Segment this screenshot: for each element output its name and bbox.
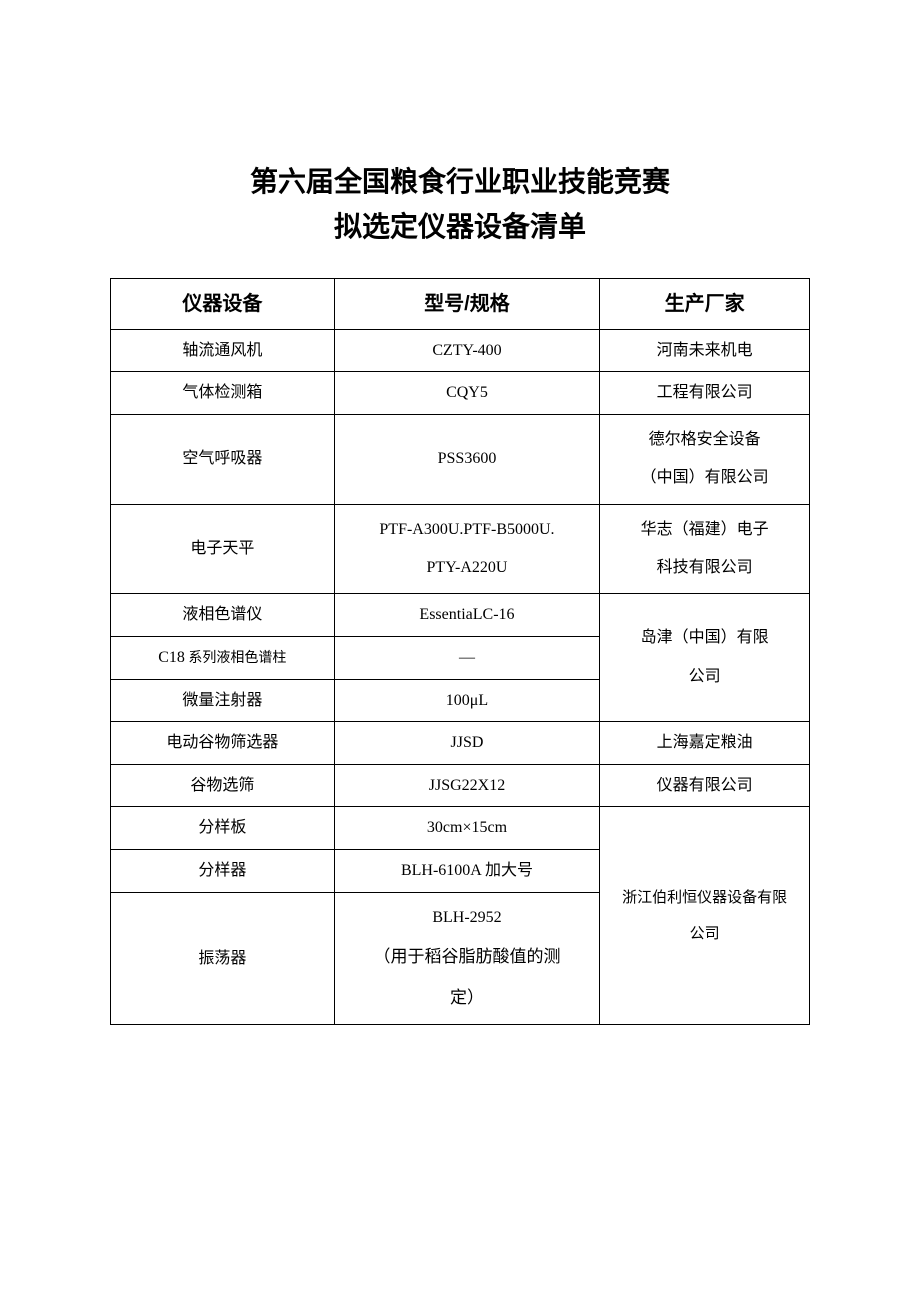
cell-equipment: 微量注射器 xyxy=(111,679,335,722)
title-line-2: 拟选定仪器设备清单 xyxy=(110,205,810,250)
mfr-line: 公司 xyxy=(600,658,809,696)
mfr-line: （中国）有限公司 xyxy=(600,459,809,497)
cell-equipment: 分样板 xyxy=(111,807,335,850)
model-line: 定） xyxy=(335,978,600,1019)
table-row: 谷物选筛 JJSG22X12 仪器有限公司 xyxy=(111,764,810,807)
mfr-line: 德尔格安全设备 xyxy=(600,421,809,459)
mfr-line: 科技有限公司 xyxy=(600,549,809,587)
cell-equipment: C18 系列液相色谱柱 xyxy=(111,636,335,679)
equip-text-a: C18 xyxy=(158,649,185,666)
document-title: 第六届全国粮食行业职业技能竞赛 拟选定仪器设备清单 xyxy=(110,160,810,250)
model-line: PTF-A300U.PTF-B5000U. xyxy=(335,511,600,549)
table-header-row: 仪器设备 型号/规格 生产厂家 xyxy=(111,278,810,329)
cell-manufacturer: 河南未来机电 xyxy=(600,329,810,372)
model-line: PTY-A220U xyxy=(335,549,600,587)
cell-model: 100μL xyxy=(334,679,600,722)
cell-model: CQY5 xyxy=(334,372,600,415)
mfr-line: 公司 xyxy=(600,916,809,952)
cell-model: PTF-A300U.PTF-B5000U. PTY-A220U xyxy=(334,504,600,594)
header-model: 型号/规格 xyxy=(334,278,600,329)
table-row: 电子天平 PTF-A300U.PTF-B5000U. PTY-A220U 华志（… xyxy=(111,504,810,594)
cell-manufacturer: 浙江伯利恒仪器设备有限 公司 xyxy=(600,807,810,1025)
cell-model: 30cm×15cm xyxy=(334,807,600,850)
equipment-table: 仪器设备 型号/规格 生产厂家 轴流通风机 CZTY-400 河南未来机电 气体… xyxy=(110,278,810,1026)
cell-equipment: 空气呼吸器 xyxy=(111,414,335,504)
table-row: 空气呼吸器 PSS3600 德尔格安全设备 （中国）有限公司 xyxy=(111,414,810,504)
cell-manufacturer: 岛津（中国）有限 公司 xyxy=(600,594,810,722)
table-row: 气体检测箱 CQY5 工程有限公司 xyxy=(111,372,810,415)
cell-model: BLH-2952 （用于稻谷脂肪酸值的测 定） xyxy=(334,892,600,1025)
cell-model: EssentiaLC-16 xyxy=(334,594,600,637)
model-line: （用于稻谷脂肪酸值的测 xyxy=(335,937,600,978)
cell-model: PSS3600 xyxy=(334,414,600,504)
cell-manufacturer: 工程有限公司 xyxy=(600,372,810,415)
cell-equipment: 分样器 xyxy=(111,849,335,892)
cell-manufacturer: 德尔格安全设备 （中国）有限公司 xyxy=(600,414,810,504)
cell-equipment: 气体检测箱 xyxy=(111,372,335,415)
cell-manufacturer: 华志（福建）电子 科技有限公司 xyxy=(600,504,810,594)
mfr-line: 岛津（中国）有限 xyxy=(600,619,809,657)
table-row: 分样板 30cm×15cm 浙江伯利恒仪器设备有限 公司 xyxy=(111,807,810,850)
equip-text-b: 系列液相色谱柱 xyxy=(185,651,287,666)
cell-equipment: 轴流通风机 xyxy=(111,329,335,372)
header-equipment: 仪器设备 xyxy=(111,278,335,329)
cell-equipment: 谷物选筛 xyxy=(111,764,335,807)
table-row: 液相色谱仪 EssentiaLC-16 岛津（中国）有限 公司 xyxy=(111,594,810,637)
cell-model: — xyxy=(334,636,600,679)
cell-model: JJSG22X12 xyxy=(334,764,600,807)
mfr-line: 华志（福建）电子 xyxy=(600,511,809,549)
cell-equipment: 液相色谱仪 xyxy=(111,594,335,637)
cell-manufacturer: 上海嘉定粮油 xyxy=(600,722,810,765)
title-line-1: 第六届全国粮食行业职业技能竞赛 xyxy=(110,160,810,205)
cell-model: JJSD xyxy=(334,722,600,765)
cell-manufacturer: 仪器有限公司 xyxy=(600,764,810,807)
table-row: 电动谷物筛选器 JJSD 上海嘉定粮油 xyxy=(111,722,810,765)
model-line: BLH-2952 xyxy=(335,899,600,937)
cell-model: CZTY-400 xyxy=(334,329,600,372)
mfr-line: 浙江伯利恒仪器设备有限 xyxy=(600,880,809,916)
table-row: 轴流通风机 CZTY-400 河南未来机电 xyxy=(111,329,810,372)
cell-equipment: 电子天平 xyxy=(111,504,335,594)
cell-model: BLH-6100A 加大号 xyxy=(334,849,600,892)
cell-equipment: 电动谷物筛选器 xyxy=(111,722,335,765)
cell-equipment: 振荡器 xyxy=(111,892,335,1025)
header-manufacturer: 生产厂家 xyxy=(600,278,810,329)
